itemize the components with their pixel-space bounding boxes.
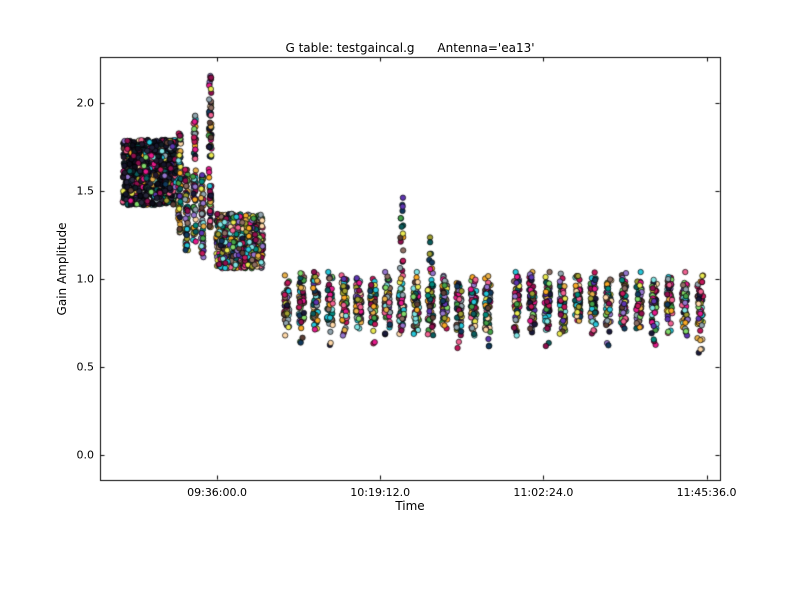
y-tick-label: 1.0 — [76, 272, 95, 286]
y-axis-label: Gain Amplitude — [55, 222, 69, 316]
x-tick-label: 10:19:12.0 — [350, 486, 411, 499]
x-tick-label: 11:45:36.0 — [676, 486, 737, 499]
y-tick-label: 2.0 — [76, 96, 95, 110]
y-tick-label: 0.5 — [76, 360, 95, 374]
y-tick-label: 0.0 — [76, 448, 95, 462]
x-axis-label: Time — [395, 499, 425, 513]
x-tick-label: 09:36:00.0 — [187, 486, 248, 499]
x-tick-label: 11:02:24.0 — [513, 486, 574, 499]
plot-title: G table: testgaincal.g Antenna='ea13' — [285, 41, 535, 55]
y-tick-label: 1.5 — [76, 184, 95, 198]
